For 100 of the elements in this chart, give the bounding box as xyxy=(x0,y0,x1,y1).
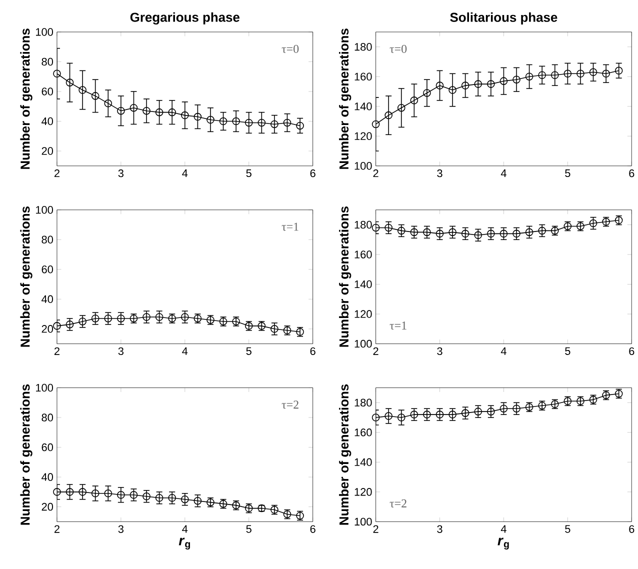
point xyxy=(423,410,431,419)
annotation: τ=1 xyxy=(390,322,406,330)
x-tick-label: 5 xyxy=(565,347,570,356)
point xyxy=(500,404,508,413)
point xyxy=(104,490,112,498)
y-tick-label: 100 xyxy=(36,206,54,214)
point xyxy=(181,313,189,322)
x-tick-label: 4 xyxy=(500,170,506,178)
x-tick-label: 6 xyxy=(310,347,316,356)
x-tick-label: 4 xyxy=(182,347,188,356)
x-tick-label: 6 xyxy=(629,525,634,534)
y-tick-label: 120 xyxy=(354,132,372,140)
y-tick-label: 60 xyxy=(42,444,54,452)
point xyxy=(168,108,176,116)
point xyxy=(384,112,392,120)
point xyxy=(512,76,520,84)
point xyxy=(436,410,444,419)
y-tick-label: 100 xyxy=(36,384,54,392)
point xyxy=(474,231,482,240)
point xyxy=(589,68,598,76)
y-tick-label: 60 xyxy=(42,266,54,274)
point xyxy=(155,108,164,116)
point xyxy=(487,230,495,238)
point xyxy=(448,228,456,236)
x-axis-title: r$_{g}$ xyxy=(178,538,190,550)
point xyxy=(397,226,406,235)
point xyxy=(155,494,164,502)
point xyxy=(53,322,61,330)
point xyxy=(258,119,266,127)
x-axis-title: r$_{g}$ xyxy=(498,538,509,550)
y-tick-label: 180 xyxy=(354,43,372,51)
y-tick-label: 100 xyxy=(354,518,372,526)
point xyxy=(372,120,380,128)
point xyxy=(194,113,202,121)
y-tick-label: 40 xyxy=(42,118,54,126)
point xyxy=(423,228,431,236)
point xyxy=(564,70,572,78)
point xyxy=(117,491,125,499)
x-tick-label: 2 xyxy=(54,170,60,178)
x-tick-label: 5 xyxy=(565,170,570,178)
y-tick-label: 140 xyxy=(354,280,372,288)
point xyxy=(232,118,240,126)
y-axis-title: Number of generations xyxy=(20,206,32,347)
point xyxy=(448,86,456,94)
x-tick-label: 6 xyxy=(629,170,634,178)
point xyxy=(283,119,292,127)
y-tick-label: 80 xyxy=(42,236,54,244)
x-tick-label: 4 xyxy=(182,525,188,533)
y-tick-label: 140 xyxy=(354,458,372,466)
point xyxy=(525,228,534,236)
point xyxy=(512,404,520,413)
x-tick-label: 3 xyxy=(437,347,442,356)
point xyxy=(117,107,125,115)
x-tick-label: 3 xyxy=(437,525,442,534)
point xyxy=(91,490,100,498)
point xyxy=(550,71,559,80)
annotation: τ=0 xyxy=(390,45,407,54)
point xyxy=(448,410,456,419)
point xyxy=(270,325,278,333)
point xyxy=(66,78,74,87)
point xyxy=(397,104,406,112)
x-tick-label: 4 xyxy=(500,525,506,533)
point xyxy=(461,82,470,90)
y-tick-label: 20 xyxy=(42,503,54,511)
point xyxy=(487,80,495,88)
y-tick-label: 180 xyxy=(354,398,372,407)
x-tick-label: 3 xyxy=(437,170,442,178)
point xyxy=(168,494,176,502)
point xyxy=(130,104,138,112)
point xyxy=(525,72,534,81)
chart-title: Solitarious phase xyxy=(450,12,558,25)
point xyxy=(66,488,74,496)
y-tick-label: 100 xyxy=(354,340,372,348)
point xyxy=(206,116,214,124)
x-tick-label: 2 xyxy=(373,170,378,178)
y-tick-label: 100 xyxy=(354,162,372,170)
point xyxy=(589,220,598,228)
y-tick-label: 100 xyxy=(36,28,54,36)
point xyxy=(104,314,112,323)
point xyxy=(104,100,112,108)
point xyxy=(296,122,304,130)
point xyxy=(397,414,406,422)
point xyxy=(53,70,61,78)
annotation: τ=2 xyxy=(282,400,298,409)
annotation: τ=1 xyxy=(282,222,298,231)
y-tick-label: 60 xyxy=(42,88,54,96)
chart-title: Gregarious phase xyxy=(130,12,240,25)
x-tick-label: 3 xyxy=(118,525,124,534)
y-axis-title: Number of generations xyxy=(339,384,352,525)
x-tick-label: 2 xyxy=(373,525,378,534)
y-tick-label: 140 xyxy=(354,102,372,110)
point xyxy=(91,314,100,323)
point xyxy=(66,320,74,329)
point xyxy=(538,71,546,80)
point xyxy=(410,228,418,236)
point xyxy=(142,492,150,500)
y-axis-title: Number of generations xyxy=(339,206,352,347)
point xyxy=(436,230,444,238)
point xyxy=(155,313,164,322)
x-tick-label: 4 xyxy=(182,170,188,178)
